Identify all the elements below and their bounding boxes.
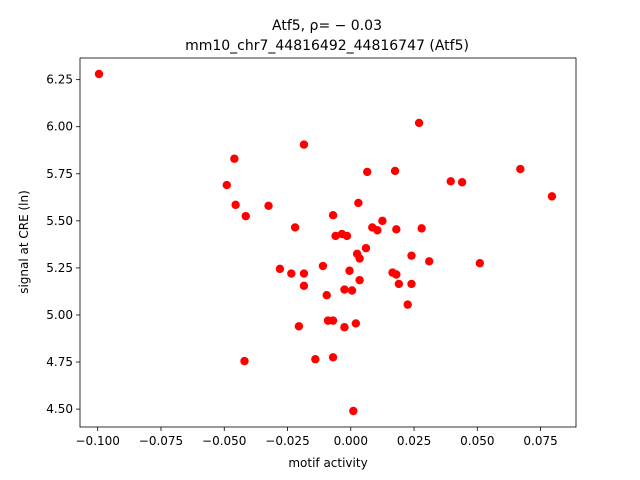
data-point [347, 286, 357, 295]
data-point [318, 261, 328, 271]
data-point [241, 211, 250, 221]
y-tick-label: 5.50 [46, 214, 73, 228]
data-point [94, 69, 104, 79]
data-point [351, 319, 361, 328]
data-point [373, 226, 382, 235]
data-point [287, 269, 296, 278]
x-tick-label: 0.025 [397, 434, 431, 448]
data-point [394, 279, 404, 289]
x-axis-label: motif activity [288, 456, 367, 470]
y-tick-label: 6.25 [46, 73, 73, 87]
y-tick-label: 5.75 [46, 167, 73, 181]
y-tick-label: 4.75 [46, 355, 73, 369]
data-point [457, 178, 467, 187]
data-points [94, 69, 557, 416]
y-tick-label: 4.50 [46, 402, 73, 416]
x-axis-ticks: −0.100 −0.075 −0.050 −0.025 0.000 0.025 0.050 0… [76, 427, 558, 448]
data-point [331, 231, 340, 241]
x-tick-label: −0.100 [76, 434, 120, 448]
data-point [342, 231, 352, 241]
data-point [403, 300, 412, 309]
data-point [390, 166, 400, 176]
data-point [354, 198, 363, 208]
y-axis-label: signal at CRE (ln) [17, 190, 31, 294]
data-point [299, 140, 309, 149]
x-tick-label: −0.050 [202, 434, 246, 448]
data-point [392, 270, 401, 279]
x-tick-label: −0.075 [139, 434, 183, 448]
data-point [322, 291, 331, 300]
data-point [425, 257, 434, 266]
y-axis-ticks: 4.50 4.75 5.00 5.25 5.50 5.75 6.00 6.25 [46, 73, 80, 416]
data-point [231, 200, 240, 210]
data-point [547, 192, 557, 201]
data-point [311, 355, 320, 364]
x-tick-label: −0.025 [265, 434, 309, 448]
data-point [349, 406, 358, 416]
data-point [446, 177, 455, 186]
data-point [378, 216, 387, 226]
data-point [290, 223, 300, 232]
data-point [407, 279, 416, 289]
data-point [345, 266, 354, 275]
y-tick-label: 5.00 [46, 308, 73, 322]
data-point [355, 275, 364, 285]
data-point [475, 259, 485, 268]
chart-title-line2: mm10_chr7_44816492_44816747 (Atf5) [185, 38, 469, 54]
chart-title-line1: Atf5, ρ= − 0.03 [272, 18, 382, 34]
data-point [328, 211, 338, 220]
data-point [328, 353, 338, 362]
data-point [363, 167, 372, 177]
data-point [230, 154, 239, 163]
data-point [392, 225, 401, 234]
data-point [275, 264, 285, 274]
data-point [355, 254, 364, 263]
data-point [361, 243, 371, 253]
x-tick-label: 0.050 [460, 434, 494, 448]
data-point [414, 118, 424, 128]
data-point [340, 285, 349, 294]
data-point [328, 316, 338, 325]
data-point [417, 224, 426, 233]
data-point [299, 281, 309, 290]
data-point [407, 251, 416, 260]
y-tick-label: 5.25 [46, 261, 73, 275]
plot-frame [79, 57, 577, 428]
data-point [299, 269, 309, 278]
y-tick-label: 6.00 [46, 120, 73, 134]
data-point [340, 323, 349, 332]
data-point [294, 322, 304, 331]
x-tick-label: 0.000 [334, 434, 368, 448]
x-tick-label: 0.075 [523, 434, 557, 448]
data-point [240, 356, 249, 366]
data-point [222, 180, 231, 190]
data-point [264, 201, 273, 210]
data-point [516, 164, 525, 174]
